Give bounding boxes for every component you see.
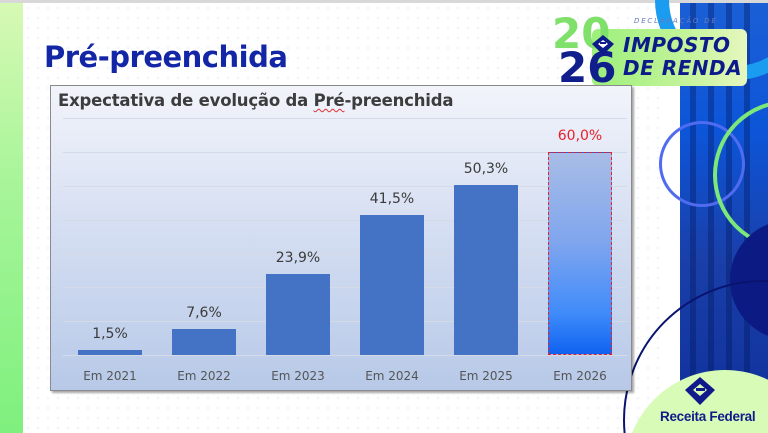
bar-em-2026 [548,152,612,355]
x-axis-category-label: Em 2022 [177,369,231,383]
logo-band [592,29,747,86]
x-axis-category-label: Em 2023 [271,369,325,383]
gridline [63,118,627,120]
bar-value-label: 50,3% [463,160,509,177]
x-axis-category-label: Em 2024 [365,369,419,383]
imposto-de-renda-logo: DECLARAÇÃO DE 20 26 IMPOSTO DE RENDA [552,12,752,92]
bar-value-label: 7,6% [186,305,222,322]
year-bottom: 26 [558,43,617,92]
bar-value-label: 41,5% [369,190,415,207]
bar-em-2022 [172,329,236,355]
gridline [63,219,627,221]
bar-value-label: 1,5% [92,325,128,342]
bar-value-label: 60,0% [557,128,603,145]
gridline [63,321,627,323]
top-border [0,0,768,3]
receita-emblem-icon [592,35,614,55]
bar-em-2021 [78,349,142,355]
bar-em-2024 [360,214,424,355]
left-green-strip [0,3,23,433]
de-renda-label: DE RENDA [623,56,743,80]
receita-federal-label: Receita Federal [660,409,756,424]
gridline [63,152,627,154]
receita-federal-emblem-icon [685,377,715,405]
chart-title-part2: -preenchida [344,91,454,110]
plot-area: 1,5% Em 2021 7,6% Em 2022 23,9% Em 2023 41,5% E… [63,86,627,392]
bar-value-label: 23,9% [275,250,321,267]
bar-chart: Expectativa de evolução da Pré-preenchid… [50,85,632,391]
gridline [63,287,627,289]
chart-title-misspelled-word: Pré [313,91,345,110]
gridline [63,253,627,255]
bar-em-2025 [454,184,518,355]
x-axis-category-label: Em 2025 [459,369,513,383]
bar-em-2023 [266,274,330,355]
declaracao-label: DECLARAÇÃO DE [634,17,718,25]
x-axis-category-label: Em 2021 [83,369,137,383]
gridline [63,186,627,187]
page-title: Pré-preenchida [44,40,288,74]
chart-title: Expectativa de evolução da Pré-preenchid… [58,91,454,110]
imposto-label: IMPOSTO [623,33,731,57]
x-axis-category-label: Em 2026 [553,369,607,383]
chart-title-part1: Expectativa de evolução da [58,91,314,110]
gridline [63,355,627,356]
